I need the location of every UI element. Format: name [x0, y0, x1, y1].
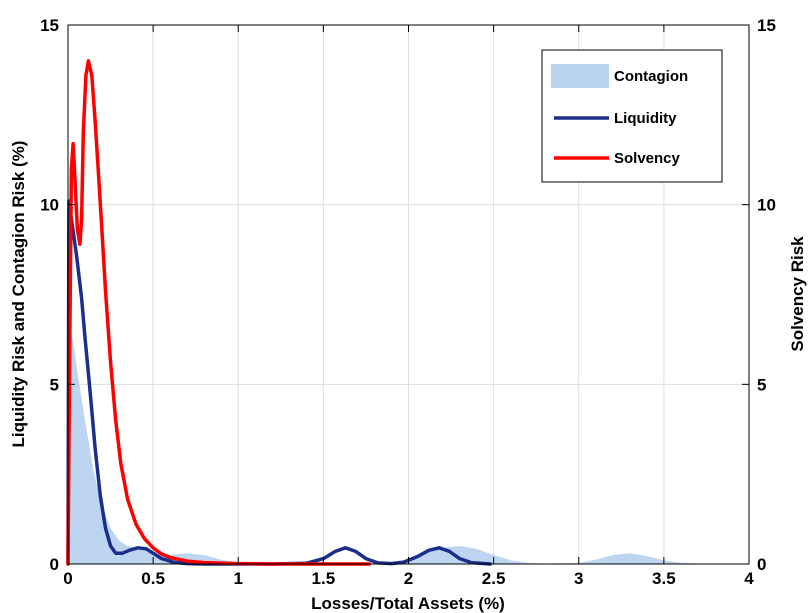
x-tick-label: 4 [744, 569, 754, 588]
y-right-tick-label: 5 [757, 375, 766, 394]
x-tick-label: 3.5 [652, 569, 676, 588]
legend-label-solvency: Solvency [614, 150, 681, 167]
legend-swatch-contagion [551, 64, 609, 88]
y-axis-right-label: Solvency Risk [788, 236, 807, 352]
legend-label-contagion: Contagion [614, 68, 688, 85]
x-tick-label: 1.5 [312, 569, 336, 588]
x-axis-label: Losses/Total Assets (%) [311, 594, 505, 613]
series-solvency-line [66, 59, 372, 566]
y-left-tick-label: 0 [50, 555, 59, 574]
y-left-tick-label: 5 [50, 375, 59, 394]
x-tick-label: 2 [404, 569, 413, 588]
y-axis-left-label: Liquidity Risk and Contagion Risk (%) [9, 141, 28, 448]
legend: Contagion Liquidity Solvency [541, 49, 723, 183]
y-right-tick-label: 15 [757, 16, 776, 35]
x-tick-label: 2.5 [482, 569, 506, 588]
x-tick-label: 1 [234, 569, 243, 588]
y-left-tick-label: 15 [40, 16, 59, 35]
x-tick-label: 0 [63, 569, 72, 588]
legend-label-liquidity: Liquidity [614, 110, 677, 127]
y-right-tick-label: 0 [757, 555, 766, 574]
x-tick-label: 3 [574, 569, 583, 588]
grid [68, 25, 749, 564]
x-tick-label: 0.5 [141, 569, 165, 588]
y-left-tick-label: 10 [40, 196, 59, 215]
y-right-tick-label: 10 [757, 196, 776, 215]
